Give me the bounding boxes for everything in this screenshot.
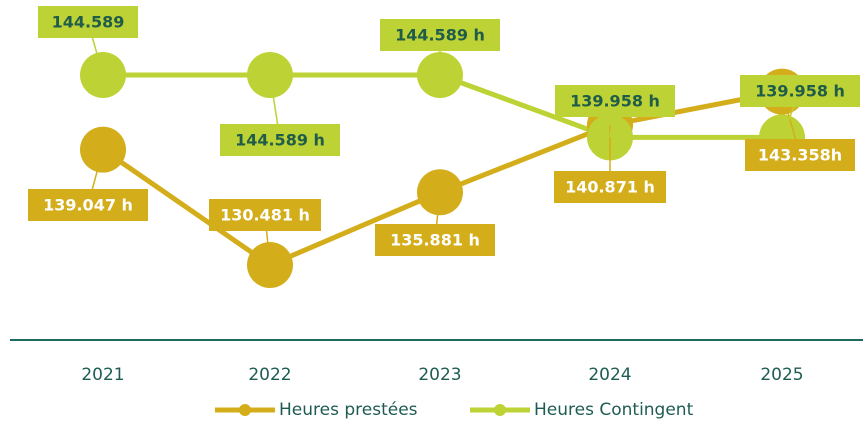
label-box xyxy=(375,224,495,256)
data-label: 144.589 h xyxy=(235,131,325,150)
x-tick-label: 2024 xyxy=(588,365,631,385)
label-box xyxy=(380,19,500,51)
legend-label: Heures prestées xyxy=(279,400,418,420)
label-box xyxy=(28,189,148,221)
legend-marker xyxy=(494,404,506,416)
x-tick-label: 2025 xyxy=(760,365,803,385)
data-label: 143.358h xyxy=(758,146,842,165)
data-label: 139.958 h xyxy=(570,92,660,111)
data-label: 144.589 h xyxy=(395,26,485,45)
data-label: 144.589 xyxy=(52,13,125,32)
label-box xyxy=(554,171,666,203)
data-label: 130.481 h xyxy=(220,206,310,225)
label-box xyxy=(220,124,340,156)
label-box xyxy=(745,139,855,171)
x-tick-label: 2022 xyxy=(248,365,291,385)
data-label: 140.871 h xyxy=(565,178,655,197)
label-box xyxy=(209,199,321,231)
label-box xyxy=(555,85,675,117)
data-label: 135.881 h xyxy=(390,231,480,250)
data-label: 139.047 h xyxy=(43,196,133,215)
legend-marker xyxy=(239,404,251,416)
legend-label: Heures Contingent xyxy=(534,400,694,420)
x-tick-label: 2023 xyxy=(418,365,461,385)
x-tick-label: 2021 xyxy=(81,365,124,385)
label-box xyxy=(38,6,138,38)
label-box xyxy=(740,75,860,107)
data-label: 139.958 h xyxy=(755,82,845,101)
